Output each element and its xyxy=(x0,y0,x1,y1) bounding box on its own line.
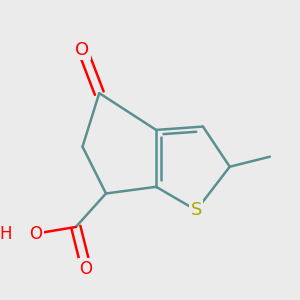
Text: S: S xyxy=(190,201,202,219)
Text: O: O xyxy=(76,40,90,58)
Text: H: H xyxy=(0,225,12,243)
Text: O: O xyxy=(29,225,42,243)
Text: O: O xyxy=(80,260,92,278)
